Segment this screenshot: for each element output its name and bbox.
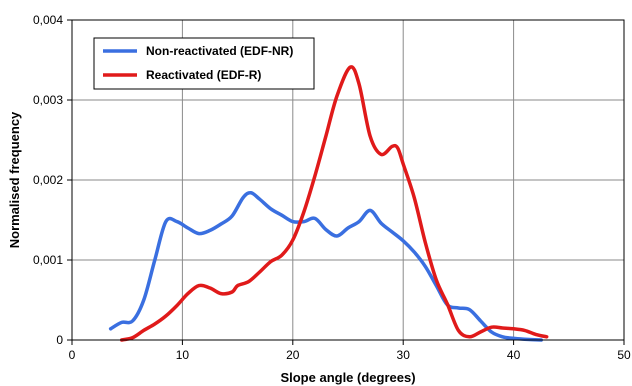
y-tick-label: 0,004	[33, 13, 63, 27]
y-tick-label: 0,001	[33, 253, 63, 267]
x-tick-label: 50	[617, 348, 631, 362]
x-axis-ticks: 0 10 20 30 40 50	[69, 340, 631, 362]
legend-label-non-reactivated: Non-reactivated (EDF-NR)	[146, 44, 293, 58]
x-tick-label: 0	[69, 348, 76, 362]
series-line-reactivated	[119, 65, 549, 342]
x-tick-label: 40	[507, 348, 521, 362]
y-axis-ticks: 0 0,001 0,002 0,003 0,004	[33, 13, 72, 347]
x-tick-label: 20	[286, 348, 300, 362]
legend-box	[93, 37, 315, 90]
x-tick-label: 10	[176, 348, 190, 362]
legend: Non-reactivated (EDF-NR) Reactivated (ED…	[93, 37, 315, 90]
series-lines	[108, 65, 549, 342]
series-line-non-reactivated	[108, 191, 543, 342]
y-tick-label: 0,003	[33, 93, 63, 107]
x-axis-label: Slope angle (degrees)	[280, 370, 415, 385]
y-axis-label: Normalised frequency	[7, 111, 22, 248]
legend-label-reactivated: Reactivated (EDF-R)	[146, 68, 261, 82]
y-tick-label: 0,002	[33, 173, 63, 187]
x-tick-label: 30	[397, 348, 411, 362]
y-tick-label: 0	[56, 333, 63, 347]
